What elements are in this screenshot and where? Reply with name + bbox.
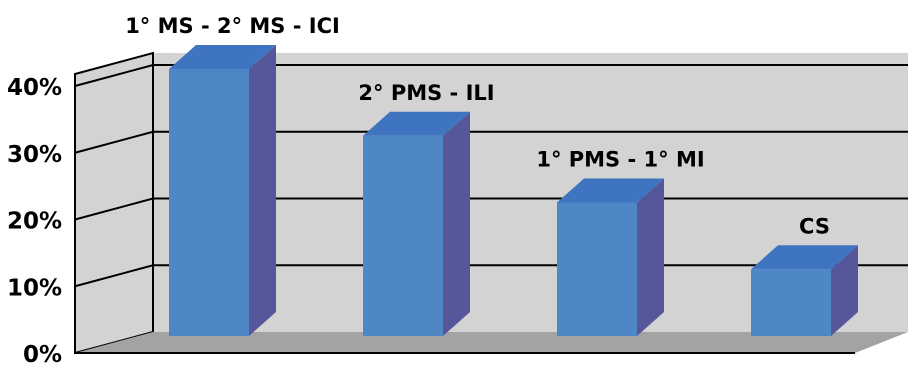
bar [363, 111, 470, 336]
y-tick-label: 40% [7, 75, 62, 101]
bar-front [169, 69, 249, 336]
bar [751, 245, 858, 336]
bar-top [557, 178, 664, 203]
data-label: CS [799, 214, 830, 238]
bar-top [751, 245, 858, 270]
bar-side [443, 111, 470, 336]
y-tick-label: 10% [7, 275, 62, 301]
data-labels: 1° MS - 2° MS - ICI 2° PMS - ILI 1° PMS - … [125, 14, 830, 238]
bar-side [831, 245, 858, 336]
gridline [74, 64, 908, 87]
data-label: 2° PMS - ILI [358, 81, 494, 105]
bar-side [249, 45, 276, 336]
data-label: 1° MS - 2° MS - ICI [125, 14, 340, 38]
bar-front [557, 202, 637, 336]
side-wall [74, 51, 154, 355]
bar-top [363, 111, 470, 136]
bar [169, 45, 276, 336]
back-wall [153, 53, 908, 332]
y-axis-ticks: 0% 10% 20% 30% 40% [7, 75, 62, 367]
gridline [74, 130, 908, 154]
bars [169, 45, 858, 336]
bar-front [751, 269, 831, 336]
data-label: 1° PMS - 1° MI [536, 148, 704, 172]
bar [557, 178, 664, 336]
y-tick-label: 20% [7, 209, 62, 235]
chart-walls [74, 51, 908, 355]
bar-front [363, 135, 443, 336]
bar-side [637, 178, 664, 336]
bar-top [169, 45, 276, 69]
y-tick-label: 30% [7, 142, 62, 168]
floor [75, 332, 908, 353]
y-tick-label: 0% [23, 342, 62, 367]
